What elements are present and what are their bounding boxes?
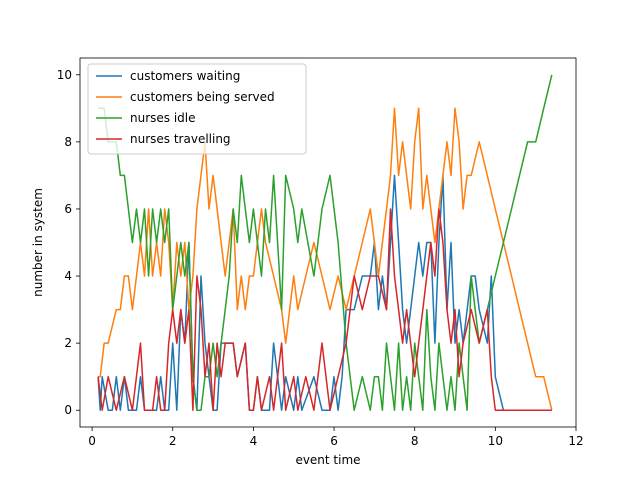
y-axis-label: number in system (31, 188, 45, 297)
y-tick-label: 10 (57, 68, 72, 82)
y-tick-label: 2 (64, 336, 72, 350)
x-tick-label: 8 (411, 434, 419, 448)
y-tick-label: 0 (64, 403, 72, 417)
y-tick-label: 4 (64, 269, 72, 283)
legend-entry: nurses travelling (130, 132, 231, 146)
x-tick-label: 4 (250, 434, 258, 448)
legend: customers waiting customers being served n… (88, 64, 306, 154)
y-tick-label: 8 (64, 135, 72, 149)
legend-entry: customers waiting (130, 69, 240, 83)
x-tick-label: 6 (330, 434, 338, 448)
legend-entry: nurses idle (130, 111, 196, 125)
x-tick-label: 10 (488, 434, 503, 448)
x-tick-label: 2 (169, 434, 177, 448)
x-tick-label: 12 (568, 434, 583, 448)
x-axis-label: event time (295, 453, 360, 467)
y-tick-label: 6 (64, 202, 72, 216)
legend-entry: customers being served (130, 90, 275, 104)
x-tick-label: 0 (88, 434, 96, 448)
